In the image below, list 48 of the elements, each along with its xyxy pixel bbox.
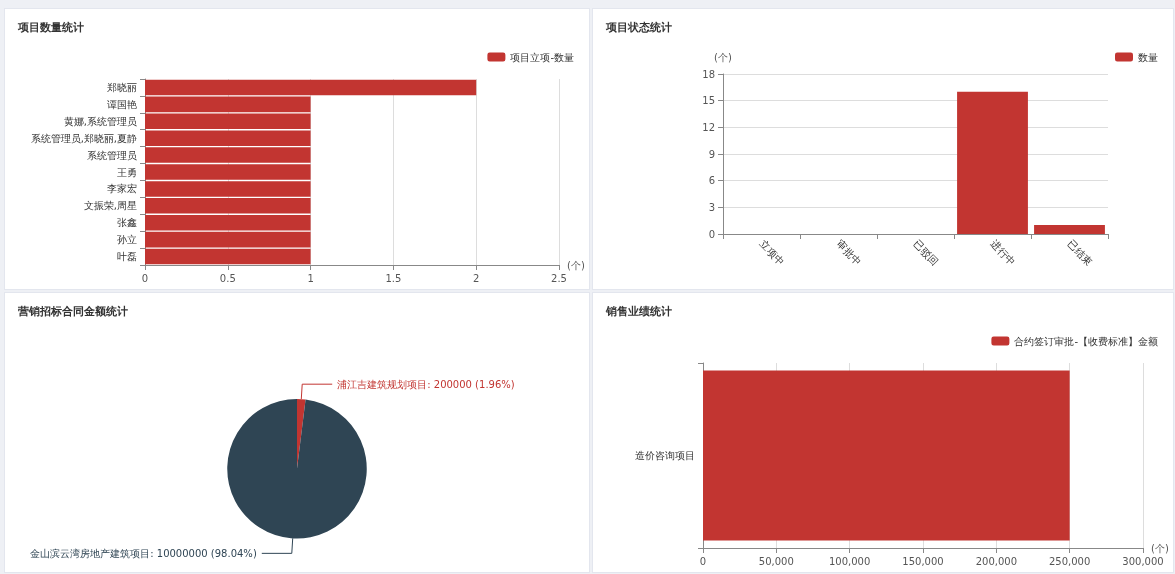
x-tick-label: 进行中 <box>988 238 1018 268</box>
y-tick-label: 12 <box>702 121 715 133</box>
x-tick-label: 1.5 <box>385 272 402 284</box>
x-tick-label: 0.5 <box>219 272 236 284</box>
x-tick-label: 150,000 <box>902 555 944 567</box>
x-axis-title: (个) <box>1151 542 1169 554</box>
chart-title: 项目状态统计 <box>605 21 672 34</box>
y-tick-label: 谭国艳 <box>107 98 137 110</box>
x-tick-label: 立项中 <box>757 238 787 268</box>
y-tick-label: 9 <box>708 148 715 160</box>
y-tick-label: 6 <box>708 175 715 187</box>
y-axis-title: (个) <box>714 51 732 63</box>
x-tick-label: 2.5 <box>551 272 567 284</box>
x-tick-label: 200,000 <box>975 555 1018 567</box>
chart-title: 销售业绩统计 <box>605 305 672 318</box>
x-tick-label: 已驳回 <box>911 238 941 268</box>
y-tick-label: 15 <box>702 95 715 107</box>
y-tick-label: 文振荣,周星 <box>83 200 137 212</box>
y-tick-label: 孙立 <box>117 234 137 246</box>
text: 项目数量统计 <box>17 21 84 34</box>
y-tick-label: 郑晓丽 <box>107 81 137 93</box>
slice-label: 浦江吉建筑规划项目: 200000 (1.96%) <box>337 378 515 390</box>
x-tick-label: 2 <box>473 272 480 284</box>
x-tick-label: 100,000 <box>828 555 871 567</box>
y-tick-label: 黄娜,系统管理员 <box>63 115 137 127</box>
y-tick-label: 王勇 <box>117 166 137 178</box>
chart-title: 营销招标合同金额统计 <box>17 305 128 318</box>
x-tick-label: 1 <box>307 272 314 284</box>
x-tick-label: 0 <box>141 272 149 284</box>
legend-label: 合约签订审批-【收费标准】金额 <box>1014 335 1158 347</box>
slice-label: 金山滨云湾房地产建筑项目: 10000000 (98.04%) <box>30 547 257 559</box>
y-tick-label: 叶磊 <box>117 251 137 263</box>
y-tick-label: 18 <box>702 68 715 80</box>
x-tick-label: 已结束 <box>1065 238 1095 268</box>
x-tick-label: 50,000 <box>758 555 794 567</box>
y-tick-label: 系统管理员,郑晓丽,夏静 <box>30 132 137 144</box>
x-axis-title: (个) <box>567 259 585 271</box>
y-tick-label: 李家宏 <box>107 183 137 195</box>
legend-label: 项目立项-数量 <box>510 51 574 63</box>
y-tick-label: 张鑫 <box>117 217 137 229</box>
x-tick-label: 审批中 <box>834 238 864 268</box>
y-tick-label: 3 <box>708 201 715 213</box>
x-tick-label: 250,000 <box>1048 555 1091 567</box>
y-tick-label: 0 <box>708 228 715 240</box>
x-tick-label: 300,000 <box>1122 555 1164 567</box>
legend-label: 数量 <box>1138 51 1158 63</box>
y-tick-label: 系统管理员 <box>87 149 137 161</box>
y-tick-label: 造价咨询项目 <box>635 450 695 461</box>
